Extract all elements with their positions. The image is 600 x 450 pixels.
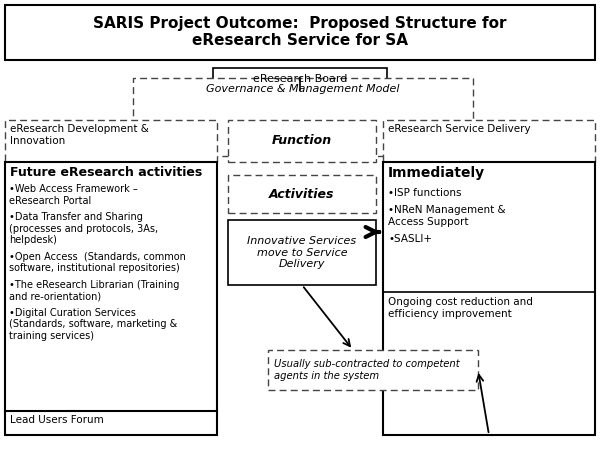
Text: •The eResearch Librarian (Training
and re-orientation): •The eResearch Librarian (Training and r… bbox=[9, 279, 179, 301]
Text: eResearch Service Delivery: eResearch Service Delivery bbox=[388, 124, 530, 134]
Bar bbox=[5, 120, 217, 162]
Text: Ongoing cost reduction and
efficiency improvement: Ongoing cost reduction and efficiency im… bbox=[388, 297, 533, 319]
Text: Innovative Services
move to Service
Delivery: Innovative Services move to Service Deli… bbox=[247, 236, 356, 269]
Text: SARIS Project Outcome:  Proposed Structure for
eResearch Service for SA: SARIS Project Outcome: Proposed Structur… bbox=[93, 16, 507, 48]
Bar bbox=[213, 68, 387, 90]
Text: •Web Access Framework –
eResearch Portal: •Web Access Framework – eResearch Portal bbox=[9, 184, 138, 206]
Bar bbox=[383, 120, 595, 162]
Bar bbox=[228, 120, 376, 162]
Text: •Digital Curation Services
(Standards, software, marketing &
training services): •Digital Curation Services (Standards, s… bbox=[9, 307, 177, 341]
Bar bbox=[133, 78, 473, 156]
Text: Lead Users Forum: Lead Users Forum bbox=[10, 415, 104, 425]
Bar bbox=[228, 220, 376, 285]
Text: •NReN Management &
Access Support: •NReN Management & Access Support bbox=[388, 205, 506, 227]
Bar bbox=[383, 162, 595, 435]
Text: Immediately: Immediately bbox=[388, 166, 485, 180]
Bar bbox=[228, 175, 376, 213]
Text: eResearch Development &
Innovation: eResearch Development & Innovation bbox=[10, 124, 149, 146]
Text: •Open Access  (Standards, common
software, institutional repositories): •Open Access (Standards, common software… bbox=[9, 252, 186, 273]
Text: Activities: Activities bbox=[269, 188, 335, 201]
Text: Function: Function bbox=[272, 135, 332, 148]
Text: eResearch Board: eResearch Board bbox=[253, 74, 347, 84]
Bar bbox=[5, 162, 217, 435]
Text: Future eResearch activities: Future eResearch activities bbox=[10, 166, 202, 179]
Text: Usually sub-contracted to competent
agents in the system: Usually sub-contracted to competent agen… bbox=[274, 359, 460, 381]
Text: Governance & Management Model: Governance & Management Model bbox=[206, 84, 400, 94]
Bar bbox=[5, 5, 595, 60]
Text: •Data Transfer and Sharing
(processes and protocols, 3As,
helpdesk): •Data Transfer and Sharing (processes an… bbox=[9, 212, 158, 245]
Text: •ISP functions: •ISP functions bbox=[388, 188, 461, 198]
Bar bbox=[268, 350, 478, 390]
Text: •SASLI+: •SASLI+ bbox=[388, 234, 432, 244]
